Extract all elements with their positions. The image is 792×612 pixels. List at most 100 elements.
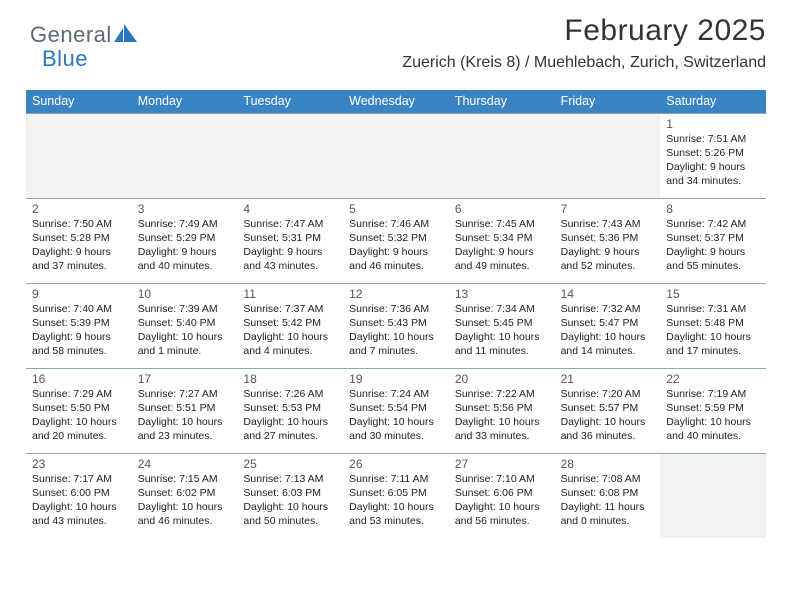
day-number: 12	[349, 287, 443, 301]
day-cell: 16Sunrise: 7:29 AMSunset: 5:50 PMDayligh…	[26, 369, 132, 453]
day-cell	[237, 114, 343, 198]
daylight-text: and 40 minutes.	[666, 430, 760, 444]
week-row: 16Sunrise: 7:29 AMSunset: 5:50 PMDayligh…	[26, 368, 766, 453]
sunset-text: Sunset: 5:43 PM	[349, 317, 443, 331]
daylight-text: and 34 minutes.	[666, 175, 760, 189]
day-cell: 25Sunrise: 7:13 AMSunset: 6:03 PMDayligh…	[237, 454, 343, 538]
week-row: 2Sunrise: 7:50 AMSunset: 5:28 PMDaylight…	[26, 198, 766, 283]
sunrise-text: Sunrise: 7:39 AM	[138, 303, 232, 317]
sunset-text: Sunset: 5:29 PM	[138, 232, 232, 246]
day-number: 5	[349, 202, 443, 216]
sunset-text: Sunset: 5:48 PM	[666, 317, 760, 331]
day-cell: 19Sunrise: 7:24 AMSunset: 5:54 PMDayligh…	[343, 369, 449, 453]
sunset-text: Sunset: 6:06 PM	[455, 487, 549, 501]
sunrise-text: Sunrise: 7:22 AM	[455, 388, 549, 402]
day-cell: 9Sunrise: 7:40 AMSunset: 5:39 PMDaylight…	[26, 284, 132, 368]
day-cell: 2Sunrise: 7:50 AMSunset: 5:28 PMDaylight…	[26, 199, 132, 283]
day-number: 7	[561, 202, 655, 216]
day-number: 25	[243, 457, 337, 471]
day-cell: 22Sunrise: 7:19 AMSunset: 5:59 PMDayligh…	[660, 369, 766, 453]
day-cell: 7Sunrise: 7:43 AMSunset: 5:36 PMDaylight…	[555, 199, 661, 283]
daylight-text: and 58 minutes.	[32, 345, 126, 359]
weekday-label: Sunday	[26, 90, 132, 113]
day-cell: 17Sunrise: 7:27 AMSunset: 5:51 PMDayligh…	[132, 369, 238, 453]
sunrise-text: Sunrise: 7:42 AM	[666, 218, 760, 232]
day-number: 16	[32, 372, 126, 386]
day-cell	[449, 114, 555, 198]
daylight-text: Daylight: 11 hours	[561, 501, 655, 515]
week-row: 1Sunrise: 7:51 AMSunset: 5:26 PMDaylight…	[26, 113, 766, 198]
sunset-text: Sunset: 5:54 PM	[349, 402, 443, 416]
daylight-text: Daylight: 10 hours	[349, 331, 443, 345]
sunset-text: Sunset: 6:03 PM	[243, 487, 337, 501]
daylight-text: and 1 minute.	[138, 345, 232, 359]
sunrise-text: Sunrise: 7:32 AM	[561, 303, 655, 317]
sunset-text: Sunset: 5:45 PM	[455, 317, 549, 331]
day-cell: 23Sunrise: 7:17 AMSunset: 6:00 PMDayligh…	[26, 454, 132, 538]
daylight-text: Daylight: 9 hours	[138, 246, 232, 260]
day-cell: 20Sunrise: 7:22 AMSunset: 5:56 PMDayligh…	[449, 369, 555, 453]
sunset-text: Sunset: 5:37 PM	[666, 232, 760, 246]
daylight-text: and 23 minutes.	[138, 430, 232, 444]
daylight-text: and 20 minutes.	[32, 430, 126, 444]
weeks-container: 1Sunrise: 7:51 AMSunset: 5:26 PMDaylight…	[26, 113, 766, 538]
day-number: 22	[666, 372, 760, 386]
day-number: 20	[455, 372, 549, 386]
day-cell: 27Sunrise: 7:10 AMSunset: 6:06 PMDayligh…	[449, 454, 555, 538]
daylight-text: and 46 minutes.	[349, 260, 443, 274]
page-title: February 2025	[402, 14, 766, 48]
sunrise-text: Sunrise: 7:20 AM	[561, 388, 655, 402]
title-block: February 2025 Zuerich (Kreis 8) / Muehle…	[402, 14, 766, 72]
daylight-text: and 33 minutes.	[455, 430, 549, 444]
sunrise-text: Sunrise: 7:31 AM	[666, 303, 760, 317]
day-cell: 13Sunrise: 7:34 AMSunset: 5:45 PMDayligh…	[449, 284, 555, 368]
day-number: 13	[455, 287, 549, 301]
daylight-text: Daylight: 9 hours	[666, 246, 760, 260]
daylight-text: and 50 minutes.	[243, 515, 337, 529]
day-number: 9	[32, 287, 126, 301]
day-number: 19	[349, 372, 443, 386]
sunrise-text: Sunrise: 7:49 AM	[138, 218, 232, 232]
sunrise-text: Sunrise: 7:15 AM	[138, 473, 232, 487]
day-cell: 4Sunrise: 7:47 AMSunset: 5:31 PMDaylight…	[237, 199, 343, 283]
day-number: 21	[561, 372, 655, 386]
sunrise-text: Sunrise: 7:43 AM	[561, 218, 655, 232]
daylight-text: Daylight: 10 hours	[243, 331, 337, 345]
daylight-text: and 36 minutes.	[561, 430, 655, 444]
daylight-text: and 52 minutes.	[561, 260, 655, 274]
day-cell: 3 Sunrise: 7:49 AMSunset: 5:29 PMDaylight…	[132, 199, 238, 283]
daylight-text: and 11 minutes.	[455, 345, 549, 359]
daylight-text: Daylight: 9 hours	[455, 246, 549, 260]
daylight-text: Daylight: 10 hours	[666, 416, 760, 430]
day-number: 28	[561, 457, 655, 471]
sunset-text: Sunset: 6:02 PM	[138, 487, 232, 501]
sunset-text: Sunset: 5:51 PM	[138, 402, 232, 416]
daylight-text: and 46 minutes.	[138, 515, 232, 529]
day-cell: 1Sunrise: 7:51 AMSunset: 5:26 PMDaylight…	[660, 114, 766, 198]
daylight-text: Daylight: 10 hours	[243, 501, 337, 515]
weekday-label: Tuesday	[237, 90, 343, 113]
day-cell	[132, 114, 238, 198]
sunrise-text: Sunrise: 7:27 AM	[138, 388, 232, 402]
header: General Blue February 2025 Zuerich (Krei…	[0, 0, 792, 86]
sunrise-text: Sunrise: 7:08 AM	[561, 473, 655, 487]
day-cell: 12Sunrise: 7:36 AMSunset: 5:43 PMDayligh…	[343, 284, 449, 368]
day-cell: 18Sunrise: 7:26 AMSunset: 5:53 PMDayligh…	[237, 369, 343, 453]
sunrise-text: Sunrise: 7:26 AM	[243, 388, 337, 402]
calendar: Sunday Monday Tuesday Wednesday Thursday…	[26, 90, 766, 538]
day-number: 3	[138, 202, 232, 216]
daylight-text: Daylight: 9 hours	[243, 246, 337, 260]
sunset-text: Sunset: 5:57 PM	[561, 402, 655, 416]
sunset-text: Sunset: 5:28 PM	[32, 232, 126, 246]
sunrise-text: Sunrise: 7:50 AM	[32, 218, 126, 232]
sunrise-text: Sunrise: 7:37 AM	[243, 303, 337, 317]
sunset-text: Sunset: 6:00 PM	[32, 487, 126, 501]
daylight-text: and 14 minutes.	[561, 345, 655, 359]
daylight-text: and 17 minutes.	[666, 345, 760, 359]
sunset-text: Sunset: 6:08 PM	[561, 487, 655, 501]
daylight-text: Daylight: 10 hours	[32, 501, 126, 515]
day-cell: 10Sunrise: 7:39 AMSunset: 5:40 PMDayligh…	[132, 284, 238, 368]
sunset-text: Sunset: 5:53 PM	[243, 402, 337, 416]
daylight-text: Daylight: 10 hours	[138, 416, 232, 430]
sails-icon	[114, 24, 138, 42]
